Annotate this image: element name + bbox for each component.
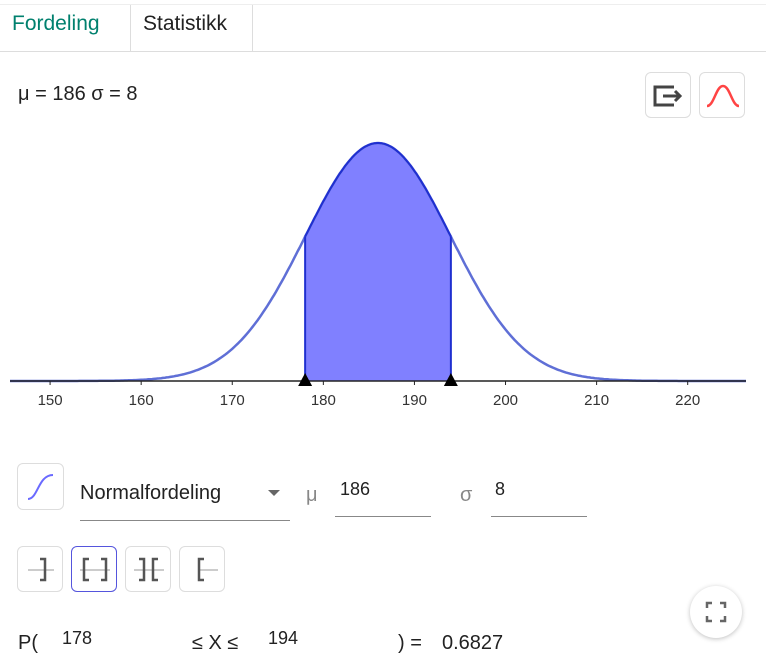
probability-prefix: P( [18,632,38,654]
sigma-input[interactable]: 8 [495,479,506,499]
fullscreen-icon [705,601,727,623]
chevron-down-icon [268,490,280,496]
normal-curve-icon [706,84,740,108]
x-tick-label: 170 [220,392,245,409]
style-button[interactable] [699,72,745,118]
probability-result: 0.6827 [442,632,504,654]
upper-bound-input[interactable]: 194 [268,628,299,648]
cumulative-toggle[interactable] [17,463,64,510]
tab-statistikk[interactable]: Statistikk [130,5,253,51]
fullscreen-button[interactable] [690,586,742,638]
right-sided-button[interactable] [179,546,225,592]
interval-button[interactable] [71,546,117,592]
x-tick-label: 180 [311,392,336,409]
left-sided-icon [28,557,54,582]
distribution-select[interactable]: Normalfordeling [80,482,222,504]
two-tailed-icon [134,557,164,582]
bound-handle [298,373,313,386]
x-tick-label: 160 [129,392,154,409]
mu-label: μ [306,484,318,506]
sigma-label: σ [460,484,473,506]
lower-bound-input[interactable]: 178 [62,628,93,648]
cdf-icon [27,474,54,500]
two-tailed-button[interactable] [125,546,171,592]
shaded-area [305,143,451,381]
left-sided-button[interactable] [17,546,63,592]
x-tick-label: 220 [675,392,700,409]
x-tick-label: 190 [402,392,427,409]
mu-input[interactable]: 186 [340,479,371,499]
tab-fordeling[interactable]: Fordeling [12,12,100,35]
shaded-curve-edge [304,142,452,238]
mu-underline [335,516,431,517]
interval-icon [80,557,110,582]
bound-handle [443,373,458,386]
probability-suffix: ) = [398,632,422,654]
x-tick-label: 210 [584,392,609,409]
distribution-chart: 150 160 170 180 190 200 210 220 [10,141,746,409]
sigma-underline [491,516,587,517]
x-tick-label: 200 [493,392,518,409]
x-tick-label: 150 [38,392,63,409]
parameter-summary: μ = 186 σ = 8 [18,83,138,105]
probability-middle: ≤ X ≤ [192,632,239,654]
export-button[interactable] [645,72,691,118]
select-underline [80,520,290,521]
right-sided-icon [197,557,218,582]
export-icon [653,85,683,107]
tab-bar: Fordeling Statistikk [0,4,766,52]
